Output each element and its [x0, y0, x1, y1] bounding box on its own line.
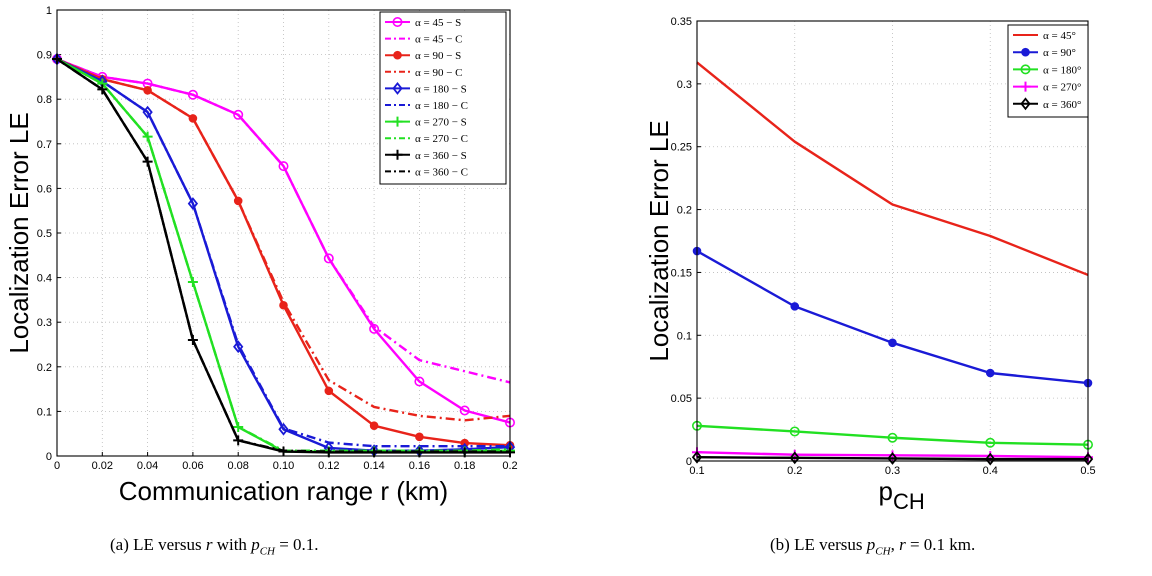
x-tick-label: 0.02: [92, 460, 113, 472]
legend-label: α = 180°: [1043, 64, 1081, 76]
y-tick-label: 0.7: [37, 139, 52, 151]
legend-marker: [1022, 48, 1030, 56]
legend: α = 45 − S α = 45 − C α = 90 − S α = 90 − C…: [380, 12, 506, 184]
y-tick-label: 0.3: [37, 317, 52, 329]
legend-label: α = 45 − S: [415, 17, 461, 29]
y-tick-label: 0.2: [677, 205, 692, 217]
y-tick-label: 0.6: [37, 183, 52, 195]
x-tick-label: 0: [54, 460, 60, 472]
y-tick-label: 0.35: [671, 16, 692, 28]
y-axis-label: Localization Error LE: [4, 112, 34, 353]
x-axis-label: pCH: [879, 476, 925, 514]
data-point: [416, 433, 424, 441]
chart-a: 0 0.02 0.04 0.06 0.08 0.10 0.12 0.14 0.16 0.18 0.2…: [4, 5, 518, 506]
y-tick-label: 0.3: [677, 79, 692, 91]
y-tick-label: 0.1: [677, 330, 692, 342]
legend-label: α = 90°: [1043, 47, 1076, 59]
y-tick-label: 0.5: [37, 228, 52, 240]
y-tick-label: 0.2: [37, 362, 52, 374]
y-axis-label: Localization Error LE: [644, 120, 674, 361]
y-tick-label: 0.05: [671, 393, 692, 405]
x-tick-label: 0.4: [983, 465, 998, 477]
y-tick-label: 1: [46, 5, 52, 17]
data-point: [234, 197, 242, 205]
legend-label: α = 45°: [1043, 30, 1076, 42]
y-tick-label: 0: [686, 456, 692, 468]
x-axis-label: Communication range r (km): [119, 476, 448, 506]
legend-label: α = 270°: [1043, 82, 1081, 94]
legend-marker: [394, 51, 402, 59]
data-point: [791, 303, 799, 311]
data-point: [986, 369, 994, 377]
y-tick-label: 0.8: [37, 94, 52, 106]
legend-label: α = 360°: [1043, 99, 1081, 111]
x-tick-label: 0.16: [409, 460, 430, 472]
x-tick-label: 0.06: [182, 460, 203, 472]
y-tick-label: 0.4: [37, 273, 52, 285]
legend-label: α = 360 − C: [415, 166, 468, 178]
y-tick-label: 0.1: [37, 406, 52, 418]
data-point: [325, 387, 333, 395]
y-tick-label: 0: [46, 451, 52, 463]
legend-label: α = 360 − S: [415, 150, 467, 162]
x-tick-label: 0.10: [273, 460, 294, 472]
y-tick-label: 0.9: [37, 50, 52, 62]
x-tick-label: 0.12: [318, 460, 339, 472]
data-point: [280, 301, 288, 309]
legend-label: α = 180 − S: [415, 83, 467, 95]
x-tick-label: 0.2: [502, 460, 517, 472]
legend-label: α = 45 − C: [415, 34, 463, 46]
x-tick-label: 0.14: [363, 460, 384, 472]
x-tick-label: 0.5: [1080, 465, 1095, 477]
caption-b: (b) LE versus pCH, r = 0.1 km.: [770, 535, 975, 557]
legend-label: α = 270 − C: [415, 133, 468, 145]
data-point: [889, 339, 897, 347]
legend-label: α = 90 − C: [415, 67, 463, 79]
legend: α = 45° α = 90° α = 180° α = 270° α = 360°: [1008, 25, 1088, 117]
legend-label: α = 180 − C: [415, 100, 468, 112]
chart-b: 0.1 0.2 0.3 0.4 0.5 0 0.05 0.1 0.15 0.2 0.25 0.3 0.3…: [644, 16, 1096, 514]
legend-label: α = 90 − S: [415, 50, 461, 62]
x-tick-label: 0.08: [227, 460, 248, 472]
x-tick-label: 0.04: [137, 460, 158, 472]
x-tick-label: 0.18: [454, 460, 475, 472]
x-tick-label: 0.2: [787, 465, 802, 477]
legend-label: α = 270 − S: [415, 117, 467, 129]
caption-a: (a) LE versus r with pCH = 0.1.: [110, 535, 319, 557]
data-point: [370, 422, 378, 430]
